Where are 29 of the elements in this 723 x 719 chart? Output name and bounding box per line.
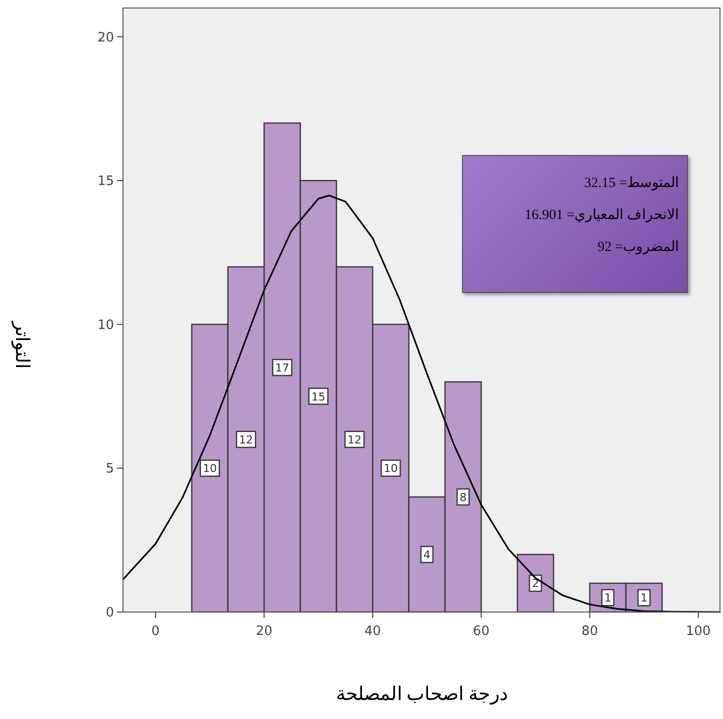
- data-label: 12: [348, 433, 362, 446]
- x-tick-label: 60: [472, 624, 490, 639]
- x-tick-label: 0: [151, 624, 160, 639]
- y-tick-label: 0: [106, 606, 114, 620]
- annotation: المتوسط= 32.15: [584, 175, 679, 192]
- y-tick-label: 20: [97, 30, 114, 46]
- data-label: 15: [311, 390, 326, 404]
- y-tick-label: 5: [106, 462, 114, 477]
- x-tick-label: 100: [686, 624, 711, 639]
- x-tick-label: 40: [364, 624, 381, 639]
- x-tick-label: 20: [256, 624, 272, 639]
- x-axis-title: درجة اصحاب المصلحة: [336, 684, 508, 705]
- data-label: 10: [202, 462, 217, 476]
- y-tick-label: 15: [97, 174, 114, 190]
- data-label: 2: [532, 577, 539, 590]
- y-axis-title: التواتر: [11, 320, 32, 368]
- annotation-box: المتوسط= 32.15 الانحراف المعياري= 16.901 المضروب= 92: [462, 155, 688, 293]
- data-label: 10: [384, 462, 398, 476]
- data-label: 4: [423, 548, 430, 562]
- data-label: 1: [604, 592, 612, 605]
- data-label: 12: [239, 433, 254, 446]
- x-tick-label: 80: [581, 624, 598, 639]
- data-label: 17: [275, 362, 290, 375]
- annotation: الانحراف المعياري= 16.901: [524, 207, 679, 224]
- data-label: 1: [640, 592, 648, 605]
- annotation: المضروب= 92: [598, 239, 679, 256]
- line-series: [122, 194, 721, 613]
- y-tick-label: 10: [97, 318, 114, 333]
- data-label: 8: [460, 490, 467, 504]
